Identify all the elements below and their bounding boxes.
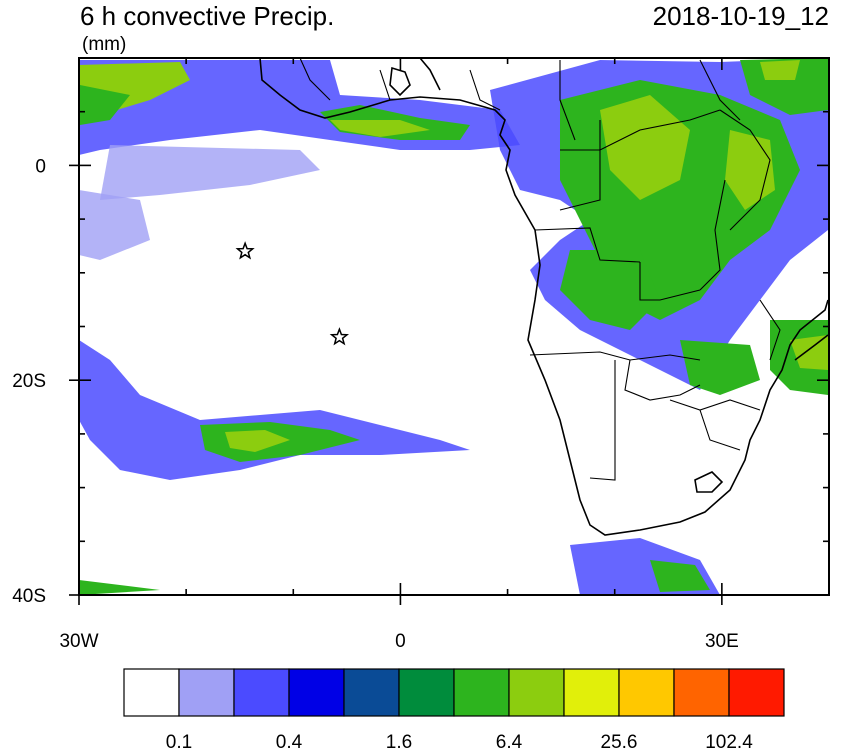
colorbar-swatch xyxy=(618,668,675,717)
precip-region-fringe xyxy=(79,190,150,260)
colorbar-swatch xyxy=(123,668,180,717)
border xyxy=(759,299,781,361)
x-tick-label: 0 xyxy=(395,631,406,652)
border xyxy=(669,399,761,411)
precip-region-itcz-core xyxy=(80,85,130,125)
colorbar-swatch xyxy=(453,668,510,717)
border xyxy=(534,227,641,263)
border xyxy=(639,262,701,301)
precip-region-front-core xyxy=(225,430,290,452)
x-tick-label: 30E xyxy=(705,631,739,652)
lesotho-outline xyxy=(694,471,724,493)
border xyxy=(559,60,576,141)
colorbar-swatch xyxy=(508,668,565,717)
colorbar-swatch xyxy=(178,668,235,717)
colorbar-label: 25.6 xyxy=(601,732,638,750)
border xyxy=(624,359,701,401)
y-tick-label: 0 xyxy=(35,156,46,177)
colorbar-swatch xyxy=(728,668,785,717)
map-title: 6 h convective Precip. xyxy=(80,1,334,31)
precip-region-front xyxy=(79,340,470,480)
border xyxy=(559,120,601,211)
colorbar-swatch xyxy=(673,668,730,717)
precip-region-fringe xyxy=(79,580,160,595)
x-tick-label: 30W xyxy=(59,631,98,652)
colorbar-swatch xyxy=(343,668,400,717)
lake-outline xyxy=(389,66,411,97)
africa-north-coast xyxy=(419,58,441,91)
colorbar-swatch xyxy=(233,668,290,717)
datetime-label: 2018-10-19_12 xyxy=(653,1,829,31)
colorbar-label: 1.6 xyxy=(386,732,412,750)
y-tick-label: 20S xyxy=(12,371,46,392)
colorbar-label: 102.4 xyxy=(705,732,753,750)
africa-coastline xyxy=(259,58,829,536)
country-borders xyxy=(299,58,781,481)
precip-region-central-core xyxy=(600,95,690,200)
precip-region-central-core xyxy=(740,58,828,115)
star-marker xyxy=(329,327,350,346)
precip-region-guinea-band xyxy=(330,120,430,137)
y-tick-label: 40S xyxy=(12,586,46,607)
precip-region-southern-core xyxy=(650,560,710,592)
border xyxy=(699,409,741,451)
colorbar-swatch xyxy=(398,668,455,717)
units-label: (mm) xyxy=(82,34,126,55)
precip-region-east xyxy=(680,340,760,395)
precip-region-angola xyxy=(560,250,660,330)
precip-region-east-core xyxy=(790,335,828,370)
markers-layer xyxy=(235,241,350,346)
colorbar: 0.1 0.4 1.6 6.4 25.6 102.4 xyxy=(123,668,785,750)
border xyxy=(699,179,726,291)
madagascar-coast xyxy=(794,334,829,361)
precip-region-fringe xyxy=(100,145,320,200)
colorbar-swatch xyxy=(288,668,345,717)
border xyxy=(469,69,501,111)
border xyxy=(560,109,721,151)
coastlines xyxy=(259,58,829,536)
colorbar-label: 0.4 xyxy=(276,732,303,750)
axis-ticks: 30W 0 30E 0 20S 40S xyxy=(12,57,830,652)
border xyxy=(299,58,331,101)
colorbar-label: 0.1 xyxy=(166,732,192,750)
precip-region-central-core xyxy=(760,60,800,80)
border xyxy=(379,69,391,101)
border xyxy=(699,59,741,121)
colorbar-swatch xyxy=(563,668,620,717)
border xyxy=(719,109,771,231)
colorbar-label: 6.4 xyxy=(496,732,523,750)
star-marker xyxy=(235,241,255,260)
border xyxy=(589,360,616,481)
